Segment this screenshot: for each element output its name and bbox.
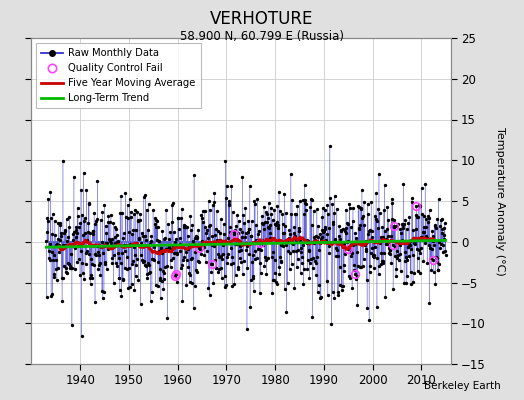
Text: Berkeley Earth: Berkeley Earth bbox=[424, 381, 500, 391]
Y-axis label: Temperature Anomaly (°C): Temperature Anomaly (°C) bbox=[495, 127, 505, 275]
Text: VERHOTURE: VERHOTURE bbox=[210, 10, 314, 28]
Text: 58.900 N, 60.799 E (Russia): 58.900 N, 60.799 E (Russia) bbox=[180, 30, 344, 43]
Legend: Raw Monthly Data, Quality Control Fail, Five Year Moving Average, Long-Term Tren: Raw Monthly Data, Quality Control Fail, … bbox=[37, 43, 201, 108]
